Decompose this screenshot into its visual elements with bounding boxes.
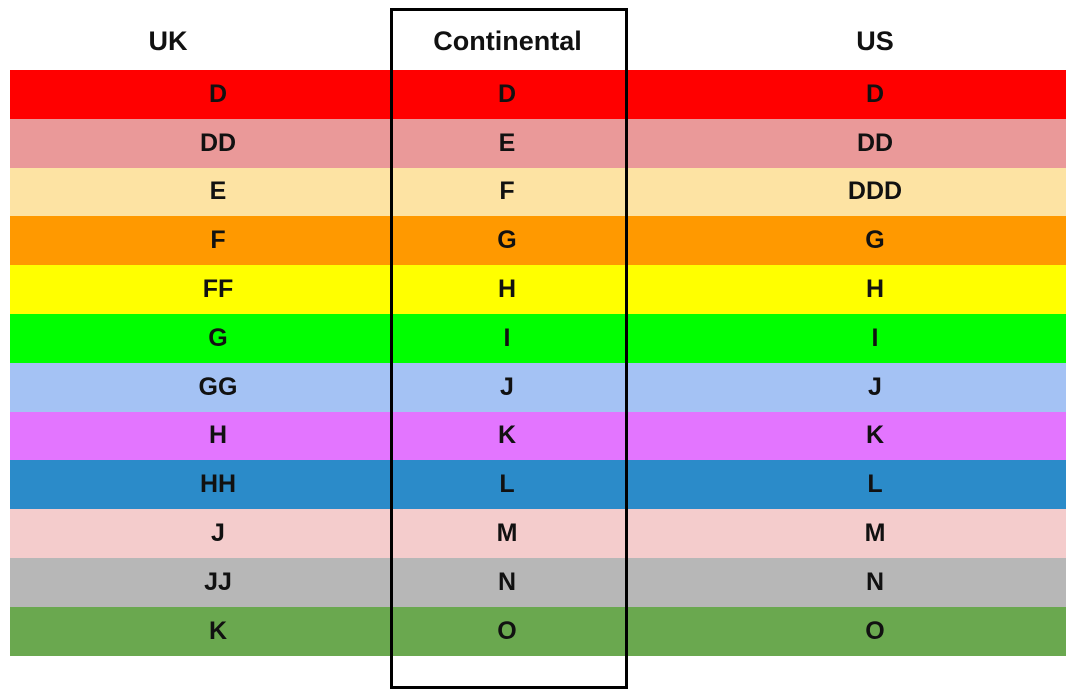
cell-continental: F [499,177,515,206]
cell-continental: O [497,616,517,645]
table-row: JJ N N [10,557,1066,607]
table-row: GG J J [10,362,1066,412]
continental-column-highlight [390,8,628,689]
cell-continental: H [497,275,517,304]
cell-uk: J [211,519,225,548]
cell-uk: H [208,421,228,450]
cell-uk: HH [199,470,237,499]
cell-uk: GG [198,372,238,401]
cell-uk: FF [202,275,234,304]
size-conversion-table: D D D DD E DD E F DDD F G G FF H H G I I GG J J H K K HH L L J M M JJ N… [10,70,1066,656]
cell-us: D [865,79,885,108]
cell-uk: G [208,323,228,352]
cell-uk: F [210,226,226,255]
header-uk: UK [148,26,188,56]
cell-us: K [865,421,885,450]
cell-uk: K [208,616,228,645]
cell-uk: D [208,79,228,108]
cell-us: H [865,275,885,304]
cell-us: O [865,616,885,645]
cell-continental: K [497,421,517,450]
cell-uk: E [209,177,227,206]
cell-continental: M [496,519,518,548]
cell-continental: N [497,567,517,596]
cell-us: J [868,372,882,401]
cell-us: M [864,519,886,548]
cell-continental: E [498,128,516,157]
cell-continental: L [499,470,515,499]
table-row: HH L L [10,460,1066,510]
cell-continental: J [500,372,514,401]
cell-continental: D [497,79,517,108]
cell-continental: G [497,226,517,255]
cell-uk: JJ [204,567,232,596]
cell-us: N [865,567,885,596]
table-row: DD E DD [10,118,1066,168]
cell-us: I [871,323,879,352]
cell-us: DDD [847,177,903,206]
header-us: US [856,26,894,56]
cell-continental: I [503,323,511,352]
cell-uk: DD [199,128,237,157]
cell-us: L [867,470,883,499]
cell-us: G [865,226,885,255]
table-row: FF H H [10,265,1066,314]
cell-us: DD [856,128,894,157]
header-continental: Continental [433,26,582,56]
table-row: E F DDD [10,167,1066,217]
